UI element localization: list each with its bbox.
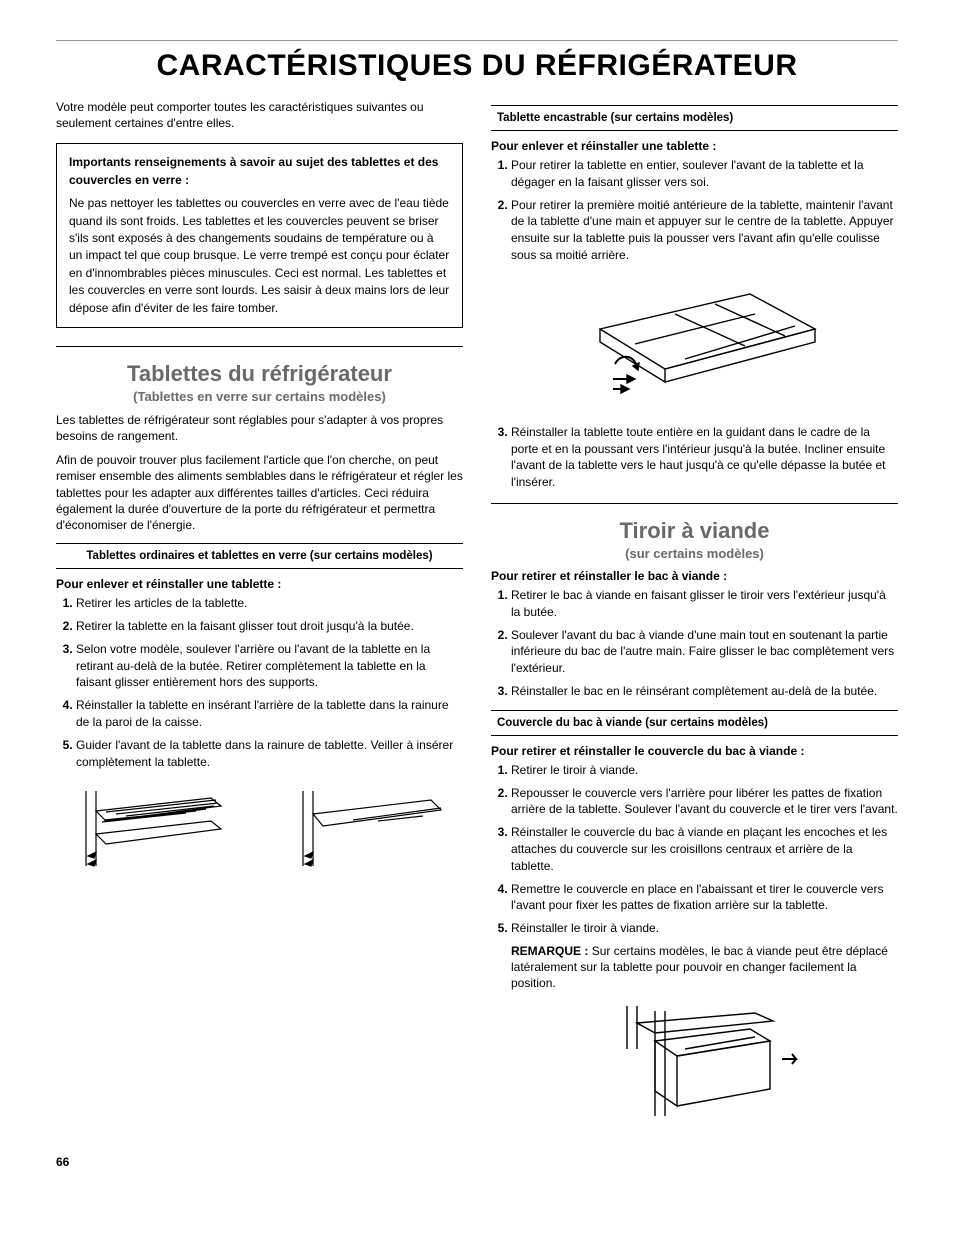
tiroir-ruled-heading: Couvercle du bac à viande (sur certains …: [491, 710, 898, 736]
glass-shelf-icon: [293, 786, 443, 871]
list-item: Selon votre modèle, soulever l'arrière o…: [76, 641, 463, 691]
encastrable-ruled-heading: Tablette encastrable (sur certains modèl…: [491, 105, 898, 131]
list-item: Guider l'avant de la tablette dans la ra…: [76, 737, 463, 771]
meat-drawer-icon: [585, 1001, 805, 1121]
tablettes-ruled-heading-1: Tablettes ordinaires et tablettes en ver…: [56, 543, 463, 569]
encastrable-step-3: Réinstaller la tablette toute entière en…: [491, 424, 898, 491]
list-item: Retirer la tablette en la faisant glisse…: [76, 618, 463, 635]
intro-text: Votre modèle peut comporter toutes les c…: [56, 99, 463, 131]
wire-shelf-icon: [76, 786, 226, 871]
note-label: REMARQUE :: [511, 944, 588, 958]
main-title: CARACTÉRISTIQUES DU RÉFRIGÉRATEUR: [56, 49, 898, 83]
divider-rule: [491, 503, 898, 504]
list-item-text: Réinstaller le tiroir à viande.: [511, 921, 659, 935]
tablettes-para1: Les tablettes de réfrigérateur sont régl…: [56, 412, 463, 444]
tiroir-subtitle: (sur certains modèles): [491, 546, 898, 561]
list-item: Remettre le couvercle en place en l'abai…: [511, 881, 898, 915]
list-item: Réinstaller le couvercle du bac à viande…: [511, 824, 898, 874]
list-item: Retirer les articles de la tablette.: [76, 595, 463, 612]
tiroir-steps-2: Retirer le tiroir à viande. Repousser le…: [491, 762, 898, 992]
sliding-shelf-icon: [565, 274, 825, 414]
important-box-body: Ne pas nettoyer les tablettes ou couverc…: [69, 195, 450, 317]
list-item: Réinstaller la tablette toute entière en…: [511, 424, 898, 491]
right-column: Tablette encastrable (sur certains modèl…: [491, 95, 898, 1131]
list-item: Pour retirer la tablette en entier, soul…: [511, 157, 898, 191]
tiroir-proc-head-2: Pour retirer et réinstaller le couvercle…: [491, 744, 898, 758]
list-item: Réinstaller le tiroir à viande. REMARQUE…: [511, 920, 898, 991]
tablettes-para2: Afin de pouvoir trouver plus facilement …: [56, 452, 463, 533]
list-item: Retirer le bac à viande en faisant gliss…: [511, 587, 898, 621]
list-item: Soulever l'avant du bac à viande d'une m…: [511, 627, 898, 677]
important-box-heading: Importants renseignements à savoir au su…: [69, 154, 450, 189]
list-item: Retirer le tiroir à viande.: [511, 762, 898, 779]
list-item: Réinstaller le bac en le réinsérant comp…: [511, 683, 898, 700]
top-rule: [56, 40, 898, 41]
tablettes-steps-1: Retirer les articles de la tablette. Ret…: [56, 595, 463, 770]
tablettes-proc-head-1: Pour enlever et réinstaller une tablette…: [56, 577, 463, 591]
shelf-illustration-row: [56, 780, 463, 881]
list-item: Pour retirer la première moitié antérieu…: [511, 197, 898, 264]
important-info-box: Importants renseignements à savoir au su…: [56, 143, 463, 328]
two-column-layout: Votre modèle peut comporter toutes les c…: [56, 95, 898, 1131]
tiroir-proc-head-1: Pour retirer et réinstaller le bac à via…: [491, 569, 898, 583]
divider-rule: [56, 346, 463, 347]
document-page: CARACTÉRISTIQUES DU RÉFRIGÉRATEUR Votre …: [0, 0, 954, 1191]
left-column: Votre modèle peut comporter toutes les c…: [56, 95, 463, 1131]
tablettes-title: Tablettes du réfrigérateur: [56, 361, 463, 387]
list-item: Réinstaller la tablette en insérant l'ar…: [76, 697, 463, 731]
list-item: Repousser le couvercle vers l'arrière po…: [511, 785, 898, 819]
encastrable-steps-top: Pour retirer la tablette en entier, soul…: [491, 157, 898, 264]
tiroir-steps-1: Retirer le bac à viande en faisant gliss…: [491, 587, 898, 700]
tiroir-title: Tiroir à viande: [491, 518, 898, 544]
tablettes-subtitle: (Tablettes en verre sur certains modèles…: [56, 389, 463, 404]
page-number: 66: [56, 1155, 69, 1169]
encastrable-proc-head: Pour enlever et réinstaller une tablette…: [491, 139, 898, 153]
